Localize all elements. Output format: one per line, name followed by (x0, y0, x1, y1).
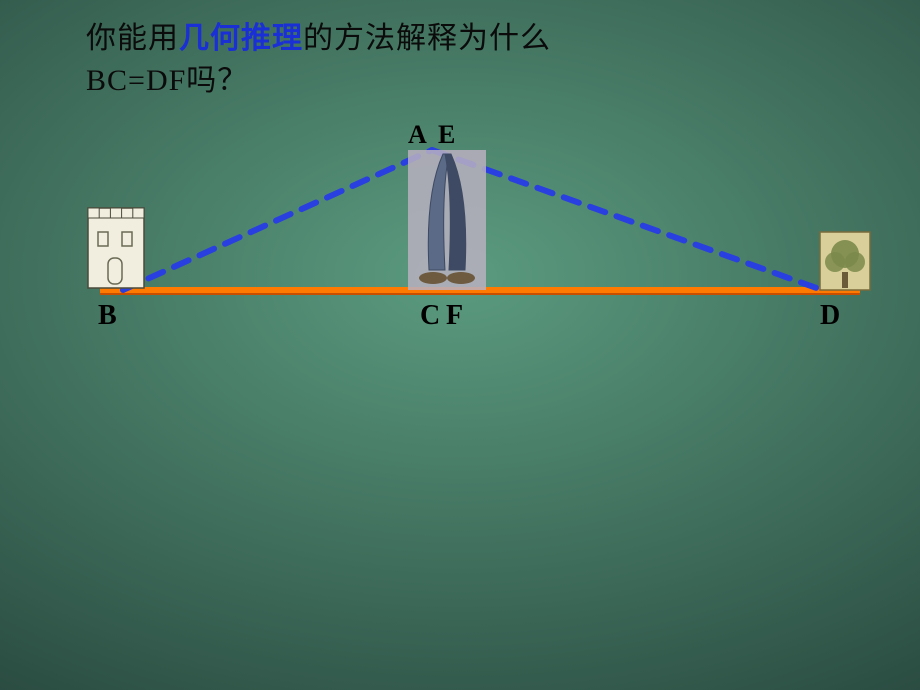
slide-stage: 你能用几何推理的方法解释为什么 BC=DF吗？ A E B C F D (0, 0, 920, 690)
castle-icon (88, 208, 144, 288)
label-b: B (98, 300, 117, 332)
tree-icon (820, 232, 870, 290)
label-f: F (446, 300, 463, 332)
label-a: A (408, 120, 427, 150)
label-c: C (420, 300, 440, 332)
geometry-diagram (0, 0, 920, 690)
label-d: D (820, 300, 840, 332)
person-legs-icon (408, 150, 486, 290)
sight-line-ba (123, 150, 432, 290)
sight-line-ad (432, 150, 822, 290)
label-e: E (438, 120, 455, 150)
